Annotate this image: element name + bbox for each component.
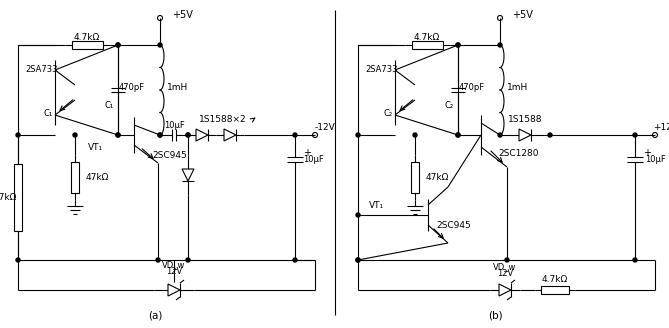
Text: VT₁: VT₁: [369, 200, 383, 210]
Circle shape: [413, 133, 417, 137]
Circle shape: [498, 133, 502, 137]
Circle shape: [186, 133, 190, 137]
Circle shape: [293, 133, 297, 137]
Circle shape: [456, 43, 460, 47]
Bar: [14, 164, 22, 231]
Polygon shape: [168, 284, 180, 296]
Bar: [72, 41, 103, 49]
Circle shape: [548, 133, 552, 137]
Text: 470pF: 470pF: [459, 84, 485, 92]
Text: -12V: -12V: [314, 122, 335, 132]
Circle shape: [356, 213, 360, 217]
Text: 2SA733: 2SA733: [25, 66, 58, 74]
Text: 1mH: 1mH: [167, 84, 189, 92]
Polygon shape: [499, 284, 511, 296]
Text: 1S1588: 1S1588: [508, 115, 543, 125]
Text: 2SC1280: 2SC1280: [499, 149, 539, 157]
Circle shape: [633, 258, 637, 262]
Text: (b): (b): [488, 310, 502, 320]
Text: +5V: +5V: [171, 10, 193, 20]
Text: 12V: 12V: [497, 270, 513, 278]
Text: 10µF: 10µF: [164, 120, 185, 130]
Text: VD_w: VD_w: [493, 262, 516, 272]
Circle shape: [633, 133, 637, 137]
Text: 1S1588×2: 1S1588×2: [199, 115, 247, 125]
Text: 47kΩ: 47kΩ: [425, 173, 449, 181]
Text: C₁: C₁: [43, 109, 53, 117]
Text: C₁: C₁: [104, 100, 114, 110]
Polygon shape: [182, 169, 194, 181]
Bar: [71, 162, 79, 193]
Polygon shape: [224, 129, 236, 141]
Circle shape: [116, 43, 120, 47]
Circle shape: [158, 133, 162, 137]
Text: VT₁: VT₁: [88, 144, 102, 153]
Circle shape: [156, 258, 160, 262]
Text: 2SC945: 2SC945: [437, 220, 472, 230]
Text: (a): (a): [148, 310, 162, 320]
Text: 4.7kΩ: 4.7kΩ: [74, 32, 100, 42]
Text: +5V: +5V: [512, 10, 533, 20]
Text: 4.7kΩ: 4.7kΩ: [542, 276, 568, 284]
Circle shape: [116, 133, 120, 137]
Circle shape: [498, 43, 502, 47]
Circle shape: [456, 43, 460, 47]
Circle shape: [456, 133, 460, 137]
Circle shape: [293, 258, 297, 262]
Text: +: +: [643, 148, 651, 158]
Text: +: +: [303, 148, 311, 158]
Text: 2SA733: 2SA733: [366, 66, 398, 74]
Circle shape: [158, 133, 162, 137]
Text: VD_w: VD_w: [163, 260, 186, 270]
Text: 10µF: 10µF: [302, 155, 323, 165]
Circle shape: [356, 258, 360, 262]
Bar: [411, 162, 419, 193]
Circle shape: [356, 133, 360, 137]
Text: 4.7kΩ: 4.7kΩ: [414, 32, 440, 42]
Text: C₂: C₂: [444, 100, 454, 110]
Circle shape: [16, 133, 20, 137]
Polygon shape: [519, 129, 531, 141]
Circle shape: [116, 133, 120, 137]
Text: 10µF: 10µF: [645, 155, 666, 165]
Circle shape: [16, 258, 20, 262]
Bar: [541, 286, 569, 294]
Text: 12V: 12V: [166, 268, 182, 277]
Bar: [411, 41, 444, 49]
Text: C₂: C₂: [383, 109, 393, 117]
Text: 470pF: 470pF: [119, 84, 145, 92]
Circle shape: [456, 133, 460, 137]
Circle shape: [73, 133, 77, 137]
Circle shape: [505, 258, 509, 262]
Circle shape: [186, 133, 190, 137]
Text: 1.7kΩ: 1.7kΩ: [0, 193, 17, 201]
Circle shape: [158, 43, 162, 47]
Text: 2SC945: 2SC945: [153, 151, 187, 159]
Circle shape: [186, 258, 190, 262]
Circle shape: [356, 258, 360, 262]
Text: 1mH: 1mH: [507, 84, 529, 92]
Text: +12V: +12V: [654, 122, 669, 132]
Text: 47kΩ: 47kΩ: [86, 173, 108, 181]
Circle shape: [116, 43, 120, 47]
Polygon shape: [196, 129, 208, 141]
